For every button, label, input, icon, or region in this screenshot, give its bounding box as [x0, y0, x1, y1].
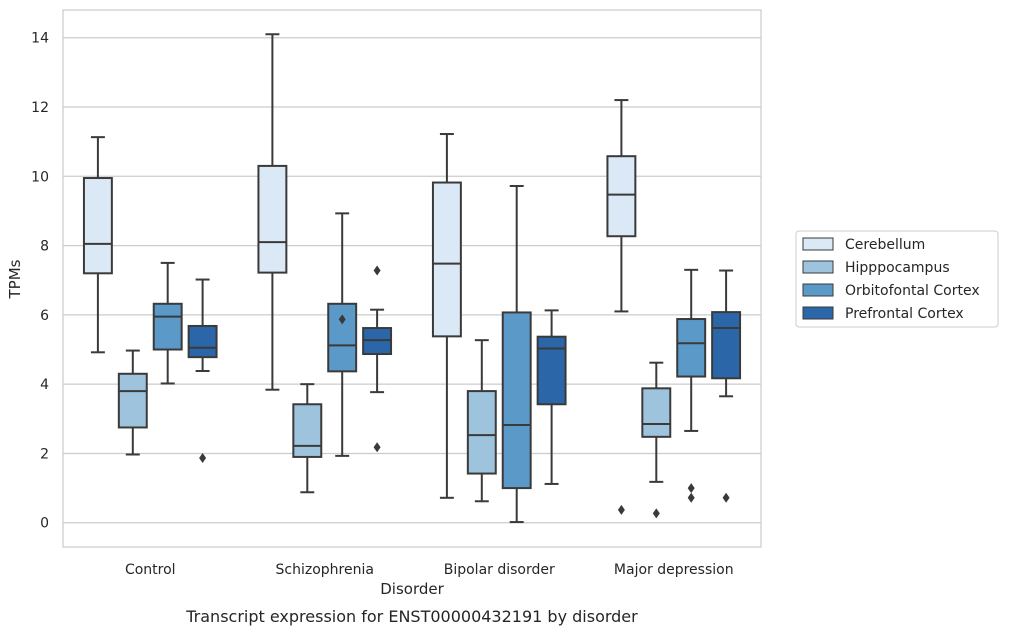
box-orbitofontal-cortex — [152, 302, 183, 351]
box-orbitofontal-cortex — [327, 302, 358, 373]
legend: Cerebellum Hipppocampus Orbitofontal Corte… — [795, 230, 999, 328]
box-cerebellum — [257, 164, 288, 274]
x-axis-label: Disorder — [380, 580, 444, 598]
y-tick-label: 14 — [31, 31, 49, 47]
box-cerebellum — [606, 155, 637, 238]
box-orbitofontal-cortex — [676, 318, 707, 378]
outlier-point — [373, 442, 381, 453]
outlier-point — [373, 265, 381, 276]
legend-label: Prefrontal Cortex — [845, 306, 964, 322]
box-series — [82, 33, 742, 524]
y-tick-label: 10 — [31, 169, 49, 185]
legend-label: Hipppocampus — [845, 260, 950, 276]
outlier-point — [617, 504, 625, 515]
legend-swatch — [802, 237, 834, 251]
outlier-point — [652, 508, 660, 519]
x-tick-label: Schizophrenia — [276, 562, 374, 578]
legend-label: Cerebellum — [845, 237, 925, 253]
box-hipppocampus — [466, 390, 497, 475]
box-orbitofontal-cortex — [501, 311, 532, 490]
y-tick-label: 6 — [40, 308, 49, 324]
y-tick-label: 8 — [40, 239, 49, 255]
plot-frame — [62, 9, 762, 548]
y-tick-label: 12 — [31, 100, 49, 116]
y-axis-label: TPMs — [6, 259, 24, 299]
legend-frame — [795, 230, 999, 328]
outlier-point — [338, 314, 346, 325]
y-axis-ticks: 0 2 4 6 8 10 12 14 — [31, 31, 49, 532]
y-tick-label: 0 — [40, 516, 49, 532]
outlier-point — [687, 492, 695, 503]
box-cerebellum — [82, 177, 113, 275]
legend-swatch — [802, 260, 834, 274]
x-tick-label: Bipolar disorder — [444, 562, 555, 578]
box-prefrontal-cortex — [536, 335, 567, 406]
box-cerebellum — [431, 181, 462, 338]
outlier-point — [687, 483, 695, 494]
y-tick-label: 2 — [40, 446, 49, 462]
box-prefrontal-cortex — [187, 324, 218, 359]
box-hipppocampus — [292, 403, 323, 458]
box-hipppocampus — [641, 387, 672, 438]
box-hipppocampus — [117, 372, 148, 429]
outlier-point — [199, 452, 207, 463]
box-prefrontal-cortex — [711, 311, 742, 380]
legend-label: Orbitofontal Cortex — [845, 283, 980, 299]
x-axis-ticks: Control Schizophrenia Bipolar disorder Majo… — [125, 562, 734, 578]
x-tick-label: Control — [125, 562, 176, 578]
legend-swatch — [802, 306, 834, 320]
x-tick-label: Major depression — [614, 562, 734, 578]
outlier-point — [722, 492, 730, 503]
legend-swatch — [802, 283, 834, 297]
y-tick-label: 4 — [40, 377, 49, 393]
chart-caption: Transcript expression for ENST0000043219… — [185, 607, 638, 626]
